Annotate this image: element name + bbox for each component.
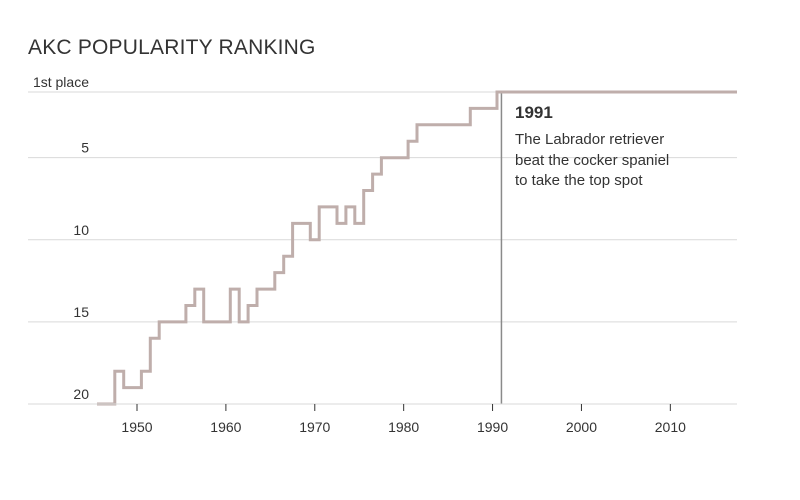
x-tick-label: 1980	[388, 419, 419, 435]
x-axis-labels: 1950 1960 1970 1980 1990 2000 2010	[121, 404, 686, 435]
x-tick-label: 1970	[299, 419, 330, 435]
x-tick-label: 2010	[655, 419, 686, 435]
y-tick-label: 5	[81, 140, 89, 156]
y-tick-label: 20	[73, 386, 89, 402]
annotation-year: 1991	[515, 103, 553, 122]
annotation: 1991 The Labrador retriever beat the coc…	[515, 103, 685, 192]
x-tick-label: 1990	[477, 419, 508, 435]
chart-title: AKC POPULARITY RANKING	[28, 36, 316, 59]
x-tick-label: 1960	[210, 419, 241, 435]
series-line	[97, 90, 737, 406]
y-tick-label: 1st place	[33, 74, 89, 90]
x-tick-label: 1950	[121, 419, 152, 435]
annotation-text: The Labrador retriever beat the cocker s…	[515, 131, 670, 189]
y-tick-label: 10	[73, 222, 89, 238]
y-axis-labels: 1st place 5 10 15 20	[33, 74, 89, 402]
y-tick-label: 15	[73, 304, 89, 320]
x-tick-label: 2000	[566, 419, 597, 435]
